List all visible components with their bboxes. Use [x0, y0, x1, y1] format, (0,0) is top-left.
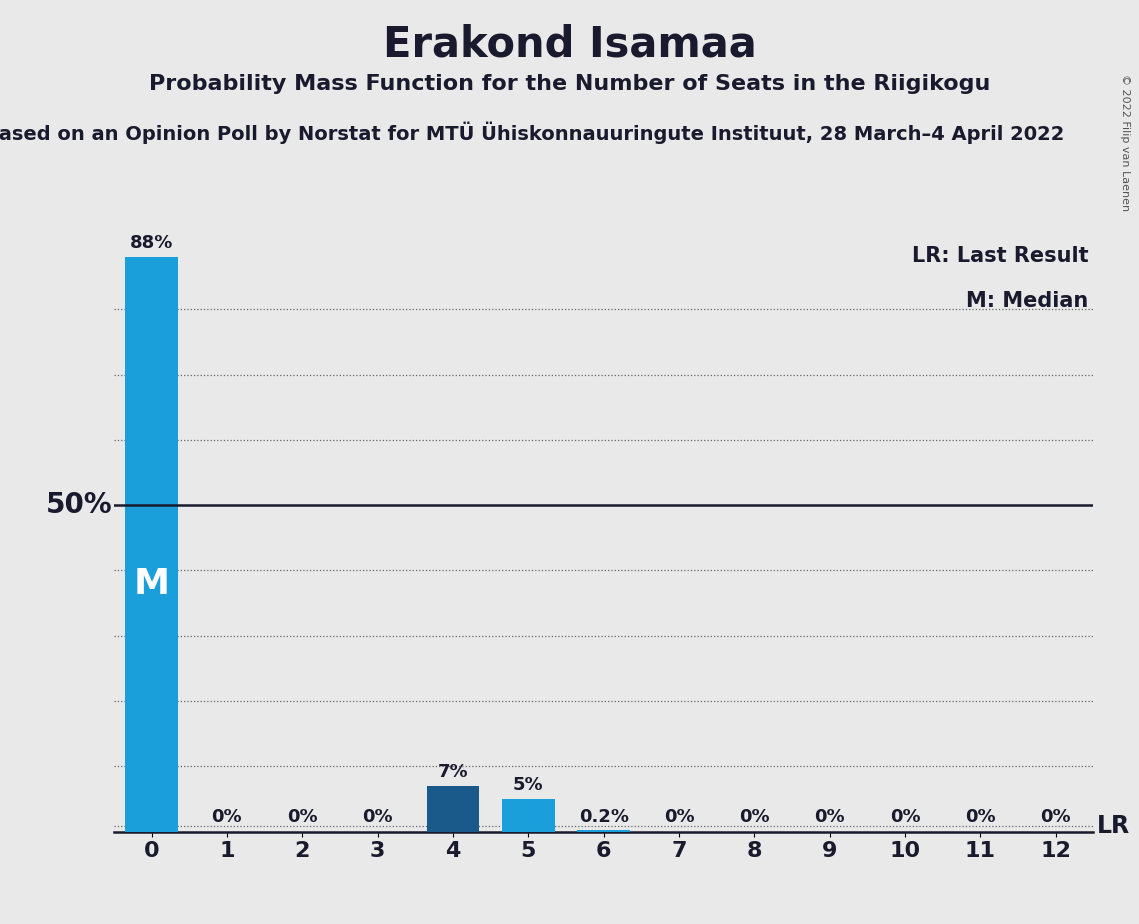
Bar: [502, 799, 555, 832]
Text: 0.2%: 0.2%: [579, 808, 629, 826]
Text: Erakond Isamaa: Erakond Isamaa: [383, 23, 756, 65]
Text: M: M: [133, 566, 170, 601]
Text: LR: LR: [1097, 814, 1130, 838]
Text: 0%: 0%: [362, 808, 393, 826]
Text: 50%: 50%: [46, 492, 113, 519]
Text: © 2022 Filip van Laenen: © 2022 Filip van Laenen: [1121, 74, 1130, 211]
Text: Probability Mass Function for the Number of Seats in the Riigikogu: Probability Mass Function for the Number…: [149, 74, 990, 94]
Text: 5%: 5%: [513, 776, 543, 794]
Text: M: Median: M: Median: [966, 291, 1089, 311]
Text: LR: Last Result: LR: Last Result: [912, 246, 1089, 266]
Text: 0%: 0%: [890, 808, 920, 826]
Text: 0%: 0%: [965, 808, 995, 826]
Text: 7%: 7%: [437, 762, 468, 781]
Text: 88%: 88%: [130, 234, 173, 252]
Text: 0%: 0%: [1040, 808, 1071, 826]
Text: 0%: 0%: [664, 808, 695, 826]
Bar: [577, 831, 630, 832]
Text: 0%: 0%: [287, 808, 318, 826]
Text: 0%: 0%: [212, 808, 243, 826]
Text: 0%: 0%: [739, 808, 770, 826]
Bar: [125, 257, 178, 832]
Text: Based on an Opinion Poll by Norstat for MTÜ Ühiskonnauuringute Instituut, 28 Mar: Based on an Opinion Poll by Norstat for …: [0, 122, 1064, 144]
Text: 0%: 0%: [814, 808, 845, 826]
Bar: [427, 786, 480, 832]
